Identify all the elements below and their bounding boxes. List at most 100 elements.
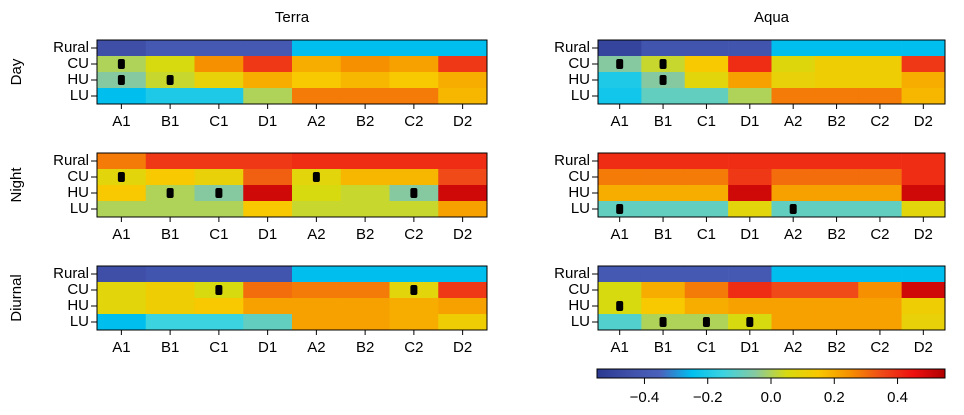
x-tick-label: D2 xyxy=(453,113,472,130)
heat-cell xyxy=(901,298,946,315)
column-title: Terra xyxy=(275,9,310,26)
significance-dot xyxy=(616,204,624,214)
heat-cell xyxy=(771,298,816,315)
heat-cell xyxy=(814,266,859,283)
heat-cell xyxy=(814,314,859,331)
heat-cell xyxy=(684,56,729,73)
heat-cell xyxy=(389,56,439,73)
heat-cell xyxy=(340,88,390,105)
heat-cell xyxy=(389,201,439,218)
heat-cell xyxy=(194,72,244,89)
heat-cell xyxy=(641,298,686,315)
heat-cell xyxy=(814,185,859,202)
heat-cell xyxy=(97,40,147,57)
heat-cell xyxy=(728,266,772,283)
x-tick-label: B2 xyxy=(827,226,845,243)
panel-border xyxy=(597,265,946,331)
y-tick-label: Rural xyxy=(53,39,89,56)
significance-dot xyxy=(410,188,418,198)
row-title: Night xyxy=(8,167,25,203)
heat-cell xyxy=(292,40,342,57)
heat-cell xyxy=(684,282,729,299)
heat-cell xyxy=(684,72,729,89)
y-tick-label: LU xyxy=(70,87,89,104)
significance-dot xyxy=(166,188,174,198)
heat-cell xyxy=(340,201,390,218)
heat-cell xyxy=(641,88,686,105)
heat-cell xyxy=(598,169,642,186)
x-tick-label: C1 xyxy=(697,113,716,130)
heat-cell xyxy=(389,88,439,105)
significance-dot xyxy=(659,317,667,327)
y-tick-label: CU xyxy=(568,55,590,72)
heat-cell xyxy=(97,314,147,331)
heat-cell xyxy=(858,153,902,170)
heat-cell xyxy=(292,298,342,315)
heat-cell xyxy=(598,88,642,105)
x-tick-label: B2 xyxy=(356,113,374,130)
heat-cell xyxy=(389,169,439,186)
significance-dot xyxy=(659,59,667,69)
heat-cell xyxy=(243,153,293,170)
y-tick-label: LU xyxy=(70,200,89,217)
heat-cell xyxy=(901,282,946,299)
x-tick-label: D2 xyxy=(453,226,472,243)
heat-cell xyxy=(598,72,642,89)
x-tick-label: A1 xyxy=(112,339,130,356)
heat-cell xyxy=(598,282,642,299)
colorbar-tick-label: 0.0 xyxy=(761,389,782,406)
heat-cell xyxy=(194,314,244,331)
x-tick-label: C2 xyxy=(404,339,423,356)
x-tick-label: B1 xyxy=(654,113,672,130)
x-tick-label: D1 xyxy=(740,339,759,356)
heat-cell xyxy=(858,201,902,218)
heat-cell xyxy=(438,56,488,73)
heat-cell xyxy=(901,56,946,73)
y-tick-label: LU xyxy=(571,87,590,104)
x-tick-label: A1 xyxy=(611,113,629,130)
colorbar-tick-label: 0.4 xyxy=(887,389,908,406)
heat-cell xyxy=(194,266,244,283)
heat-cell xyxy=(438,298,488,315)
colorbar-tick-label: −0.4 xyxy=(630,389,660,406)
heat-cell xyxy=(243,169,293,186)
heat-cell xyxy=(771,282,816,299)
x-tick-label: C1 xyxy=(209,226,228,243)
heat-cell xyxy=(389,72,439,89)
heat-cell xyxy=(438,169,488,186)
heat-cell xyxy=(901,266,946,283)
heat-cell xyxy=(641,40,686,57)
x-tick-label: C1 xyxy=(209,113,228,130)
row-title: Diurnal xyxy=(8,274,25,322)
heat-cell xyxy=(858,40,902,57)
heat-cell xyxy=(292,282,342,299)
heat-cell xyxy=(684,153,729,170)
heat-cell xyxy=(340,56,390,73)
significance-dot xyxy=(215,285,223,295)
heat-cell xyxy=(901,88,946,105)
heat-cell xyxy=(598,314,642,331)
heat-cell xyxy=(641,282,686,299)
heat-cell xyxy=(684,40,729,57)
heat-cell xyxy=(97,266,147,283)
heat-cell xyxy=(684,88,729,105)
y-tick-label: CU xyxy=(67,168,89,185)
x-tick-label: D1 xyxy=(258,113,277,130)
heat-cell xyxy=(728,282,772,299)
y-tick-label: Rural xyxy=(53,152,89,169)
heat-cell xyxy=(814,298,859,315)
heat-cell xyxy=(292,72,342,89)
heat-cell xyxy=(438,88,488,105)
heat-cell xyxy=(145,314,195,331)
heat-cell xyxy=(771,266,816,283)
heat-cell xyxy=(145,282,195,299)
heat-cell xyxy=(858,169,902,186)
heat-cell xyxy=(728,298,772,315)
heat-cell xyxy=(771,56,816,73)
heat-cell xyxy=(243,201,293,218)
y-tick-label: HU xyxy=(568,71,590,88)
heat-cell xyxy=(145,298,195,315)
significance-dot xyxy=(616,59,624,69)
heat-cell xyxy=(901,201,946,218)
heat-cell xyxy=(97,282,147,299)
